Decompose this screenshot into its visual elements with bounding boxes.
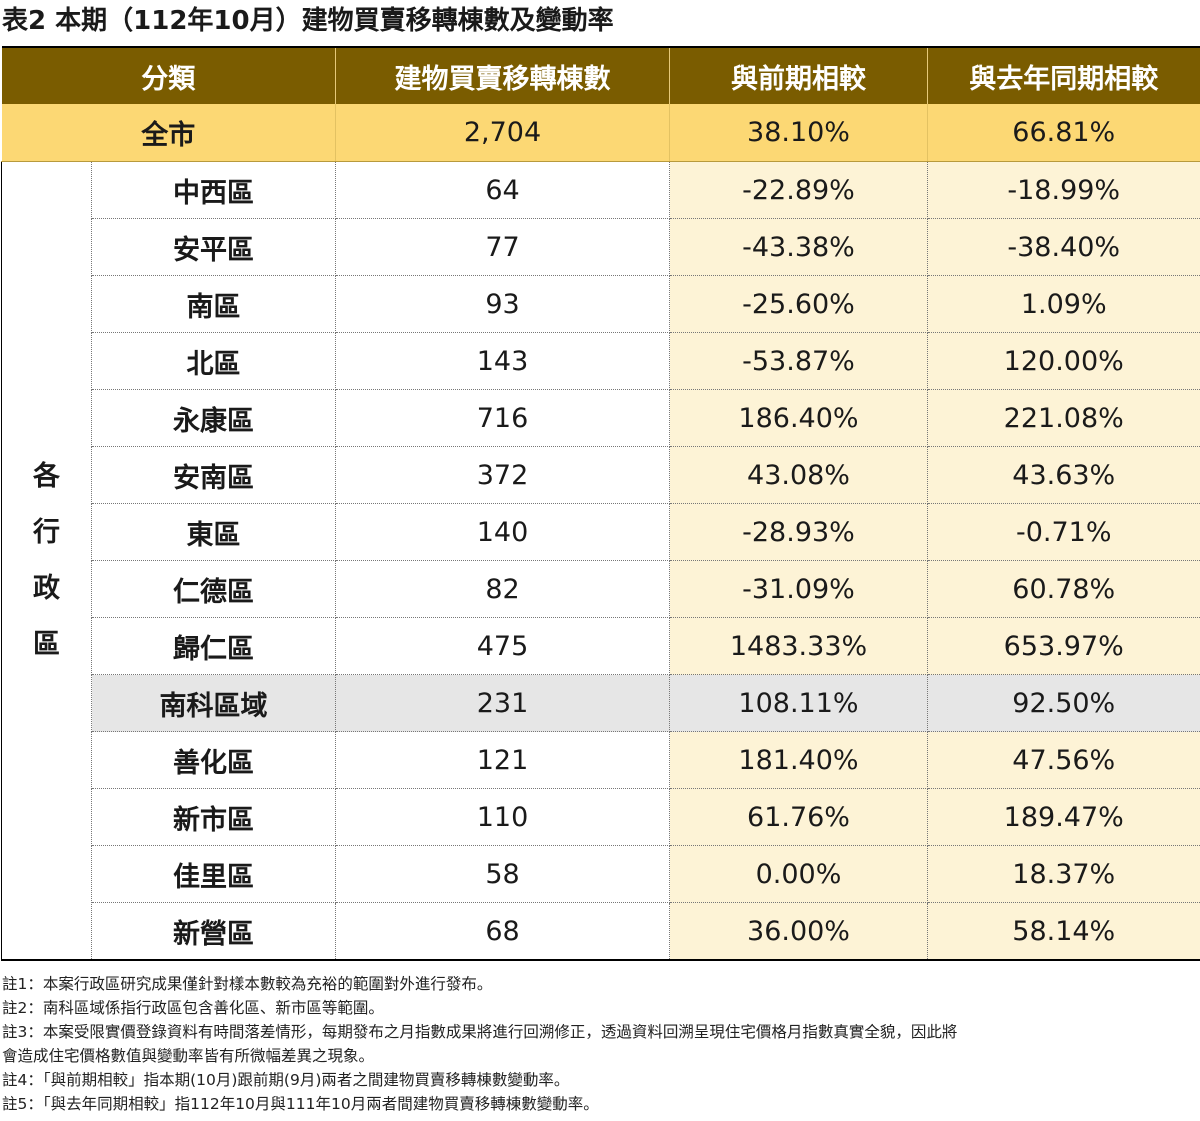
group-label-char: 政 [33, 572, 60, 604]
district-yoy: 120.00% [927, 332, 1200, 390]
city-yoy: 66.81% [927, 104, 1200, 162]
table-title: 表2 本期（112年10月）建物買賣移轉棟數及變動率 [2, 6, 614, 36]
table-row: 安南區 372 43.08% 43.63% [2, 446, 1200, 504]
district-mom: 1483.33% [669, 617, 928, 675]
district-name: 東區 [91, 503, 336, 561]
footnotes: 註1：本案行政區研究成果僅針對樣本數較為充裕的範圍對外進行發布。 註2：南科區域… [2, 972, 1198, 1116]
group-label-char: 行 [33, 516, 60, 548]
footnote: 註2：南科區域係指行政區包含善化區、新市區等範圍。 [2, 999, 384, 1017]
district-mom: -31.09% [669, 560, 928, 618]
district-yoy: 60.78% [927, 560, 1200, 618]
city-mom: 38.10% [669, 104, 928, 162]
city-total-row: 全市 2,704 38.10% 66.81% [1, 104, 1200, 162]
district-yoy: 92.50% [927, 674, 1200, 732]
city-count: 2,704 [335, 104, 670, 162]
district-count: 82 [335, 560, 670, 618]
district-name: 安南區 [91, 446, 336, 504]
transfer-table: 分類 建物買賣移轉棟數 與前期相較 與去年同期相較 全市 2,704 38.10… [1, 46, 1200, 961]
district-yoy: 43.63% [927, 446, 1200, 504]
header-mom: 與前期相較 [669, 47, 928, 104]
district-yoy: -38.40% [927, 218, 1200, 276]
district-name: 北區 [91, 332, 336, 390]
table-row: 歸仁區 475 1483.33% 653.97% [2, 617, 1200, 675]
district-name: 歸仁區 [91, 617, 336, 675]
district-name: 安平區 [91, 218, 336, 276]
district-name: 南科區域 [91, 674, 336, 732]
footnote: 註5：「與去年同期相較」指112年10月與111年10月兩者間建物買賣移轉棟數變… [2, 1095, 599, 1113]
district-yoy: 221.08% [927, 389, 1200, 447]
district-count: 475 [335, 617, 670, 675]
district-count: 77 [335, 218, 670, 276]
district-count: 58 [335, 845, 670, 903]
district-name: 新營區 [91, 902, 336, 960]
district-yoy: 189.47% [927, 788, 1200, 846]
district-mom: 36.00% [669, 902, 928, 960]
footnote: 註3：本案受限實價登錄資料有時間落差情形，每期發布之月指數成果將進行回溯修正，透… [2, 1023, 958, 1041]
table-row: 南區 93 -25.60% 1.09% [2, 275, 1200, 333]
table-row: 善化區 121 181.40% 47.56% [2, 731, 1200, 789]
district-mom: -28.93% [669, 503, 928, 561]
table-row: 南科區域 231 108.11% 92.50% [2, 674, 1200, 732]
district-name: 新市區 [91, 788, 336, 846]
district-count: 143 [335, 332, 670, 390]
district-name: 善化區 [91, 731, 336, 789]
district-mom: -22.89% [669, 161, 928, 219]
district-mom: 0.00% [669, 845, 928, 903]
district-yoy: 58.14% [927, 902, 1200, 960]
district-count: 121 [335, 731, 670, 789]
group-label-char: 各 [33, 460, 60, 492]
district-name: 永康區 [91, 389, 336, 447]
district-yoy: 1.09% [927, 275, 1200, 333]
district-count: 68 [335, 902, 670, 960]
table-row: 各行政區中西區 64 -22.89% -18.99% [1, 161, 1200, 961]
district-mom: 108.11% [669, 674, 928, 732]
footnote: 註4：「與前期相較」指本期(10月)跟前期(9月)兩者之間建物買賣移轉棟數變動率… [2, 1071, 570, 1089]
district-name: 南區 [91, 275, 336, 333]
district-count: 716 [335, 389, 670, 447]
district-count: 231 [335, 674, 670, 732]
header-yoy: 與去年同期相較 [927, 47, 1200, 104]
district-name: 中西區 [91, 161, 336, 219]
district-yoy: 47.56% [927, 731, 1200, 789]
district-yoy: -18.99% [927, 161, 1200, 219]
district-count: 372 [335, 446, 670, 504]
table-row: 佳里區 58 0.00% 18.37% [2, 845, 1200, 903]
table-row: 安平區 77 -43.38% -38.40% [2, 218, 1200, 276]
footnote: 會造成住宅價格數值與變動率皆有所微幅差異之現象。 [2, 1047, 375, 1065]
footnote: 註1：本案行政區研究成果僅針對樣本數較為充裕的範圍對外進行發布。 [2, 975, 493, 993]
district-mom: 181.40% [669, 731, 928, 789]
district-mom: 61.76% [669, 788, 928, 846]
header-count: 建物買賣移轉棟數 [335, 47, 670, 104]
district-yoy: -0.71% [927, 503, 1200, 561]
district-mom: -53.87% [669, 332, 928, 390]
district-count: 140 [335, 503, 670, 561]
district-name: 佳里區 [91, 845, 336, 903]
table-row: 仁德區 82 -31.09% 60.78% [2, 560, 1200, 618]
district-mom: 43.08% [669, 446, 928, 504]
district-yoy: 18.37% [927, 845, 1200, 903]
district-mom: -25.60% [669, 275, 928, 333]
header-row: 分類 建物買賣移轉棟數 與前期相較 與去年同期相較 [1, 47, 1200, 104]
table-row: 新營區 68 36.00% 58.14% [2, 902, 1200, 960]
group-label-char: 區 [33, 628, 60, 660]
district-yoy: 653.97% [927, 617, 1200, 675]
district-count: 110 [335, 788, 670, 846]
district-group-label: 各行政區 [1, 161, 92, 961]
table-row: 東區 140 -28.93% -0.71% [2, 503, 1200, 561]
district-name: 仁德區 [91, 560, 336, 618]
district-count: 93 [335, 275, 670, 333]
table-row: 新市區 110 61.76% 189.47% [2, 788, 1200, 846]
header-category: 分類 [1, 47, 336, 104]
district-mom: -43.38% [669, 218, 928, 276]
district-count: 64 [335, 161, 670, 219]
city-label: 全市 [1, 104, 336, 162]
table-row: 北區 143 -53.87% 120.00% [2, 332, 1200, 390]
table-row: 永康區 716 186.40% 221.08% [2, 389, 1200, 447]
district-mom: 186.40% [669, 389, 928, 447]
